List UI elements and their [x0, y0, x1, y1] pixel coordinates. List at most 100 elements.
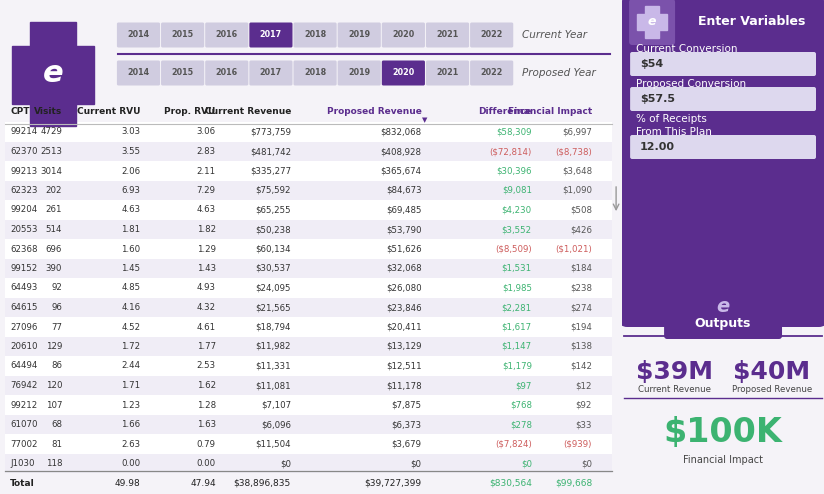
FancyBboxPatch shape: [161, 23, 204, 47]
Text: $30,537: $30,537: [255, 264, 291, 273]
Text: $508: $508: [570, 206, 592, 214]
Text: 2014: 2014: [128, 31, 149, 40]
Text: $50,238: $50,238: [255, 225, 291, 234]
Text: 2.63: 2.63: [121, 440, 140, 449]
Bar: [5, 376, 612, 395]
FancyBboxPatch shape: [426, 60, 469, 85]
Text: ($8,509): ($8,509): [495, 245, 531, 253]
Text: $481,742: $481,742: [250, 147, 291, 156]
Text: 6.93: 6.93: [121, 186, 140, 195]
Text: 62370: 62370: [10, 147, 38, 156]
Text: Current Revenue: Current Revenue: [638, 385, 710, 395]
Text: Enter Variables: Enter Variables: [699, 15, 806, 29]
Text: $426: $426: [570, 225, 592, 234]
Text: $11,331: $11,331: [255, 362, 291, 370]
Text: 99212: 99212: [10, 401, 37, 410]
Text: $39M: $39M: [635, 360, 713, 384]
Text: Proposed Year: Proposed Year: [522, 68, 596, 78]
Text: 4.16: 4.16: [121, 303, 140, 312]
Text: 261: 261: [45, 206, 62, 214]
Text: $335,277: $335,277: [250, 166, 291, 175]
Text: $54: $54: [640, 59, 663, 69]
Text: CPT: CPT: [10, 108, 30, 117]
Text: Financial Impact: Financial Impact: [683, 455, 763, 465]
Text: $0: $0: [581, 459, 592, 468]
Text: 4.63: 4.63: [121, 206, 140, 214]
Text: 77: 77: [51, 323, 62, 331]
Text: 1.81: 1.81: [121, 225, 140, 234]
Text: $23,846: $23,846: [386, 303, 421, 312]
Text: 64615: 64615: [10, 303, 38, 312]
Text: $184: $184: [570, 264, 592, 273]
Text: 2014: 2014: [128, 69, 149, 78]
Text: $57.5: $57.5: [640, 94, 675, 104]
Text: $20,411: $20,411: [386, 323, 421, 331]
Text: $194: $194: [570, 323, 592, 331]
Text: $0: $0: [410, 459, 421, 468]
Text: 2016: 2016: [216, 69, 238, 78]
Text: 12.00: 12.00: [640, 142, 675, 152]
Bar: [5, 337, 612, 356]
Text: $3,648: $3,648: [562, 166, 592, 175]
Text: 2021: 2021: [437, 31, 459, 40]
FancyBboxPatch shape: [117, 23, 160, 47]
Text: 1.45: 1.45: [121, 264, 140, 273]
Text: 120: 120: [45, 381, 62, 390]
Text: % of Receipts: % of Receipts: [636, 114, 707, 124]
Text: Visits: Visits: [34, 108, 62, 117]
Text: 107: 107: [45, 401, 62, 410]
Text: 77002: 77002: [10, 440, 38, 449]
Text: ($72,814): ($72,814): [489, 147, 531, 156]
Text: 49.98: 49.98: [115, 479, 140, 488]
Text: Current Conversion: Current Conversion: [636, 44, 737, 54]
Text: $75,592: $75,592: [255, 186, 291, 195]
Text: 2015: 2015: [171, 69, 194, 78]
Text: 62368: 62368: [10, 245, 38, 253]
Text: e: e: [716, 296, 730, 316]
Text: $13,129: $13,129: [386, 342, 421, 351]
Text: 1.72: 1.72: [121, 342, 140, 351]
Text: 76942: 76942: [10, 381, 37, 390]
Text: e: e: [43, 59, 63, 88]
Text: 4729: 4729: [40, 127, 62, 136]
Bar: [5, 200, 612, 220]
Bar: [30, 22, 77, 126]
Text: $832,068: $832,068: [381, 127, 421, 136]
FancyBboxPatch shape: [471, 23, 513, 47]
Text: $30,396: $30,396: [496, 166, 531, 175]
Text: Current RVU: Current RVU: [77, 108, 140, 117]
Text: 1.66: 1.66: [121, 420, 140, 429]
Text: $39,727,399: $39,727,399: [364, 479, 421, 488]
Text: 4.32: 4.32: [197, 303, 216, 312]
Text: 2022: 2022: [480, 69, 503, 78]
Text: $830,564: $830,564: [489, 479, 531, 488]
FancyBboxPatch shape: [382, 60, 425, 85]
Text: Proposed Conversion: Proposed Conversion: [636, 79, 747, 89]
Text: $51,626: $51,626: [386, 245, 421, 253]
Bar: [12, 46, 94, 104]
Text: 62323: 62323: [10, 186, 38, 195]
Bar: [5, 454, 612, 473]
Text: 2.11: 2.11: [197, 166, 216, 175]
Text: 2015: 2015: [171, 31, 194, 40]
Text: 20553: 20553: [10, 225, 38, 234]
Text: $1,090: $1,090: [562, 186, 592, 195]
Text: 99204: 99204: [10, 206, 37, 214]
Text: Outputs: Outputs: [695, 318, 751, 330]
Text: 68: 68: [51, 420, 62, 429]
Text: 0.79: 0.79: [197, 440, 216, 449]
Text: 7.29: 7.29: [197, 186, 216, 195]
FancyBboxPatch shape: [619, 0, 824, 327]
Text: 96: 96: [51, 303, 62, 312]
Text: 20610: 20610: [10, 342, 38, 351]
FancyBboxPatch shape: [630, 87, 816, 111]
Text: 64493: 64493: [10, 284, 37, 292]
Bar: [5, 259, 612, 278]
Text: $69,485: $69,485: [386, 206, 421, 214]
Text: 1.60: 1.60: [121, 245, 140, 253]
Text: $38,896,835: $38,896,835: [234, 479, 291, 488]
Bar: [5, 395, 612, 415]
Text: 1.71: 1.71: [121, 381, 140, 390]
Text: 2022: 2022: [480, 31, 503, 40]
FancyBboxPatch shape: [338, 23, 381, 47]
